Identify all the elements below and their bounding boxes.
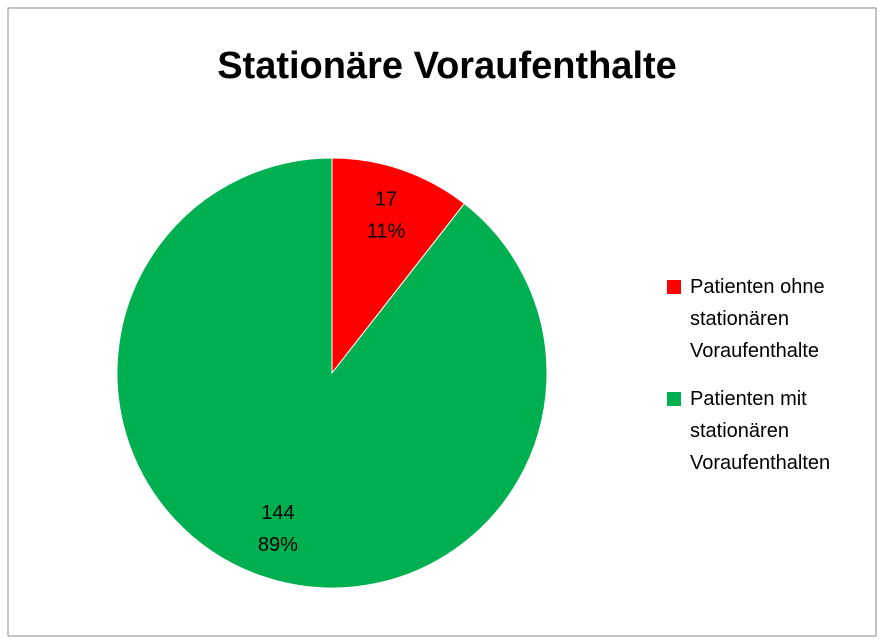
legend-label: Patienten mit stationären Voraufenthalte…	[690, 388, 831, 474]
data-label-percent: 11%	[367, 220, 406, 242]
legend-label: Patienten ohne stationären Voraufenthalt…	[690, 276, 825, 362]
data-label-value: 144	[261, 502, 294, 524]
legend-swatch	[667, 392, 681, 406]
pie-slice	[331, 157, 466, 375]
pie-slice	[116, 157, 548, 589]
data-label-value: 17	[375, 188, 397, 210]
legend-swatch	[667, 280, 681, 294]
chart-title: Stationäre Voraufenthalte	[217, 45, 677, 87]
data-label-percent: 89%	[258, 534, 298, 556]
